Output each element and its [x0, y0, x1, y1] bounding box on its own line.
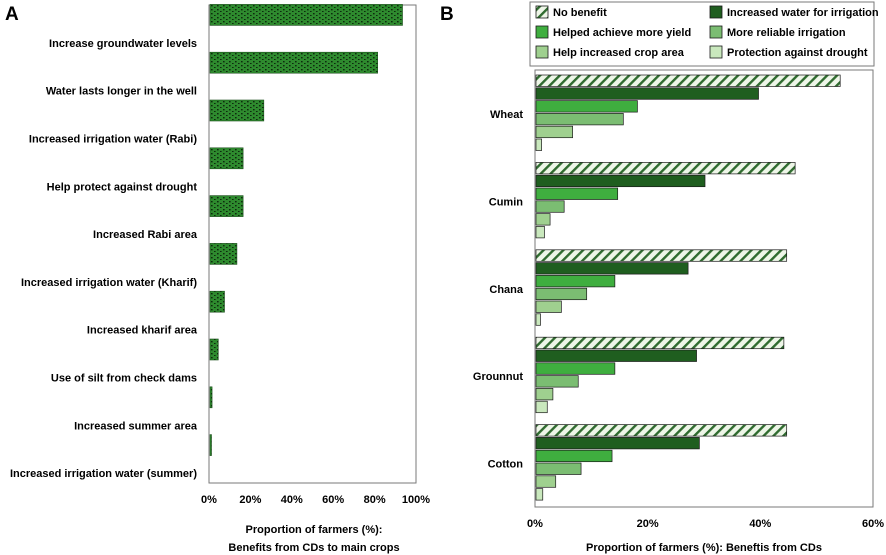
panel-a-xlabel-line2: Benefits from CDs to main crops [228, 542, 399, 554]
panel-a-bar [209, 4, 403, 26]
panel-a-bar [209, 243, 238, 265]
panel-a-xlabel-line1: Proportion of farmers (%): [246, 524, 383, 536]
panel-b-x-tick-label: 0% [527, 518, 543, 530]
panel-b-bar-increased_water [535, 174, 706, 188]
panel-a-bar [209, 434, 212, 456]
panel-a-bar [209, 195, 244, 217]
panel-b-label: B [440, 4, 454, 25]
panel-b-legend-frame [529, 1, 875, 67]
panel-b-x-ticks: 0% 20% 40% 60% [527, 518, 884, 530]
panel-b-x-tick-label: 60% [862, 518, 884, 530]
panel-b-bar-more_reliable [535, 375, 579, 388]
panel-b-legend: No benefit Increased water for irrigation… [535, 5, 879, 59]
panel-b-bar-more_reliable [535, 462, 582, 475]
panel-a-plot-frame [208, 4, 417, 484]
panel-b-category-label: Cotton [488, 459, 524, 471]
panel-b-bar-increased_water [535, 262, 689, 275]
panel-b-bar-increased_area [535, 300, 562, 313]
panel-b-bar-more_yield [535, 449, 613, 463]
panel-a-x-tick-label: 40% [281, 494, 303, 506]
panel-a-category-label: Increased irrigation water (Kharif) [21, 277, 197, 289]
panel-a-bar [209, 338, 219, 361]
panel-a-x-tick-label: 100% [402, 494, 430, 506]
panel-b-bar-drought [535, 400, 548, 414]
panel-a-x-tick-label: 80% [364, 494, 386, 506]
legend-swatch-more_yield [535, 25, 549, 39]
panel-a-category-label: Help protect against drought [47, 181, 198, 193]
panel-b-bar-more_reliable [535, 287, 588, 301]
panel-a-category-label: Increase groundwater levels [49, 38, 197, 50]
legend-label-more_reliable: More reliable irrigation [727, 27, 846, 39]
panel-b-bar-increased_area [535, 125, 573, 139]
panel-b-category-labels: Wheat Cumin Chana Grounnut Cotton [473, 109, 524, 471]
panel-b-category-label: Chana [489, 284, 524, 296]
panel-a-bar [209, 99, 265, 122]
panel-b-bar-no_benefit [535, 162, 796, 175]
panel-a-category-label: Increased irrigation water (Rabi) [29, 134, 197, 146]
panel-a-category-label: Water lasts longer in the well [46, 86, 197, 98]
legend-swatch-no_benefit [535, 5, 549, 19]
panel-a-x-tick-label: 0% [201, 494, 217, 506]
panel-b-bar-drought [535, 138, 542, 151]
panel-b-xlabel: Proportion of farmers (%): Beneftis from… [586, 542, 822, 554]
panel-b-bar-more_yield [535, 362, 616, 375]
panel-b-bar-drought [535, 313, 541, 326]
panel-b-bar-increased_water [535, 349, 697, 362]
panel-b-bar-more_yield [535, 275, 616, 288]
legend-label-no_benefit: No benefit [553, 7, 607, 19]
panel-b-bar-more_yield [535, 100, 638, 113]
panel-b-bar-more_reliable [535, 200, 565, 213]
panel-a-category-labels: Increase groundwater levels Water lasts l… [10, 38, 198, 480]
panel-b-bar-no_benefit [535, 249, 788, 262]
panel-b: B No benefit Increased water for irrigati… [440, 1, 884, 554]
panel-b-bar-increased_area [535, 388, 554, 401]
panel-a-bars [209, 4, 403, 456]
panel-b-bar-more_reliable [535, 113, 624, 126]
legend-label-increased_water: Increased water for irrigation [727, 7, 879, 19]
panel-b-bar-no_benefit [535, 424, 788, 437]
panel-a-bar [209, 386, 213, 409]
panel-a-category-label: Increased irrigation water (summer) [10, 468, 197, 480]
panel-b-bar-increased_water [535, 87, 759, 100]
panel-b-x-tick-label: 40% [749, 518, 771, 530]
legend-swatch-increased_water [709, 5, 723, 19]
legend-label-more_yield: Helped achieve more yield [553, 27, 691, 39]
panel-a-bar [209, 290, 225, 313]
legend-swatch-more_reliable [709, 25, 723, 39]
panel-a-x-tick-label: 60% [322, 494, 344, 506]
panel-a-label: A [5, 4, 19, 25]
panel-b-bar-increased_water [535, 437, 700, 450]
panel-b-category-label: Wheat [490, 109, 523, 121]
panel-b-bar-more_yield [535, 187, 619, 200]
panel-b-bar-no_benefit [535, 74, 841, 87]
legend-swatch-drought [709, 45, 723, 59]
panel-a-x-tick-label: 20% [239, 494, 261, 506]
panel-a-bar [209, 51, 378, 74]
panel-b-bars [535, 74, 841, 501]
panel-a-category-label: Increased Rabi area [93, 229, 198, 241]
panel-b-bar-drought [535, 226, 545, 239]
panel-b-bar-drought [535, 488, 544, 501]
legend-label-increased_area: Help increased crop area [553, 47, 685, 59]
panel-a: A Increase groundwater levels Water lasts… [5, 4, 430, 554]
panel-a-bar [209, 147, 244, 170]
legend-swatch-increased_area [535, 45, 549, 59]
legend-label-drought: Protection against drought [727, 47, 868, 59]
panel-b-bar-increased_area [535, 475, 557, 488]
panel-a-x-ticks: 0% 20% 40% 60% 80% 100% [201, 494, 430, 506]
panel-b-bar-no_benefit [535, 336, 785, 350]
panel-b-category-label: Cumin [489, 196, 524, 208]
panel-b-bar-increased_area [535, 213, 551, 226]
panel-a-category-label: Use of silt from check dams [51, 373, 197, 385]
panel-b-category-label: Grounnut [473, 371, 523, 383]
panel-a-category-label: Increased kharif area [87, 325, 198, 337]
panel-a-category-label: Increased summer area [74, 420, 198, 432]
panel-b-plot-frame [534, 69, 874, 508]
panel-b-x-tick-label: 20% [637, 518, 659, 530]
